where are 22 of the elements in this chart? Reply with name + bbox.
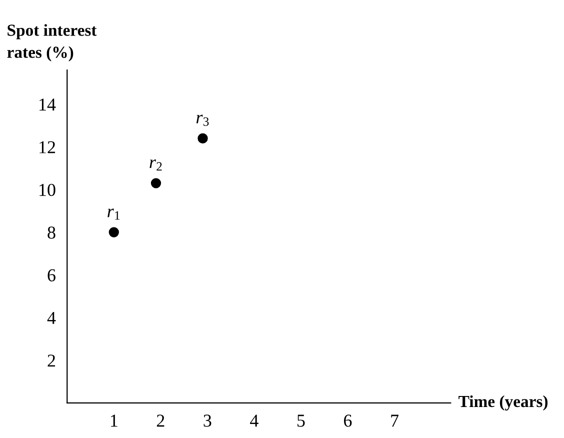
x-tick-label: 4 bbox=[250, 414, 258, 427]
y-axis-title: Spot interest rates (%) bbox=[7, 24, 97, 62]
y-tick-label: 2 bbox=[48, 354, 56, 367]
x-tick-label: 6 bbox=[344, 414, 352, 427]
x-tick-label: 3 bbox=[204, 414, 212, 427]
annotation: r$_{2}$ bbox=[150, 160, 162, 171]
point bbox=[150, 178, 162, 188]
x-tick-label: 1 bbox=[110, 414, 118, 427]
x-tick-label: 7 bbox=[391, 414, 399, 427]
y-tick-label: 12 bbox=[40, 141, 56, 154]
x-tick-label: 2 bbox=[156, 414, 164, 427]
point bbox=[198, 133, 208, 144]
y-tick-label: 4 bbox=[47, 312, 56, 324]
y-tick-label: 10 bbox=[40, 184, 56, 196]
annotation: r$_{1}$ bbox=[108, 208, 120, 220]
y-tick-label: 14 bbox=[40, 98, 56, 110]
annotation: r$_{3}$ bbox=[196, 114, 209, 126]
y-tick-label: 6 bbox=[48, 269, 56, 282]
point bbox=[108, 227, 119, 238]
x-axis-title: Time (years) bbox=[458, 395, 548, 411]
y-tick-label: 8 bbox=[48, 226, 56, 239]
x-tick-label: 5 bbox=[298, 414, 305, 427]
